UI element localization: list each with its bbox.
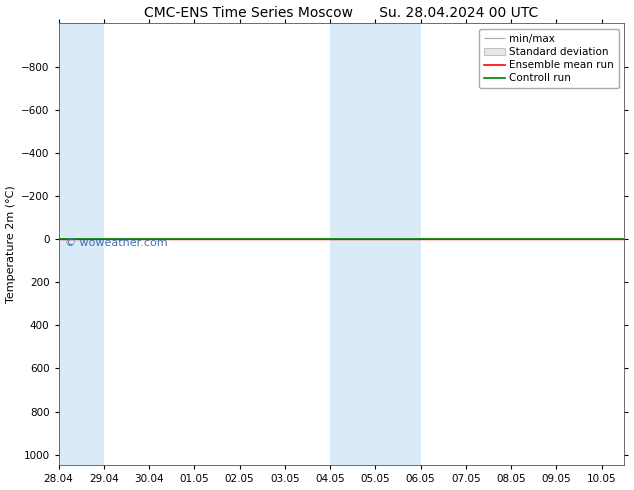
Legend: min/max, Standard deviation, Ensemble mean run, Controll run: min/max, Standard deviation, Ensemble me…	[479, 29, 619, 89]
Bar	[330, 24, 420, 465]
Y-axis label: Temperature 2m (°C): Temperature 2m (°C)	[6, 186, 16, 303]
Title: CMC-ENS Time Series Moscow      Su. 28.04.2024 00 UTC: CMC-ENS Time Series Moscow Su. 28.04.202…	[145, 5, 538, 20]
Bar	[58, 24, 104, 465]
Text: © woweather.com: © woweather.com	[65, 238, 168, 247]
